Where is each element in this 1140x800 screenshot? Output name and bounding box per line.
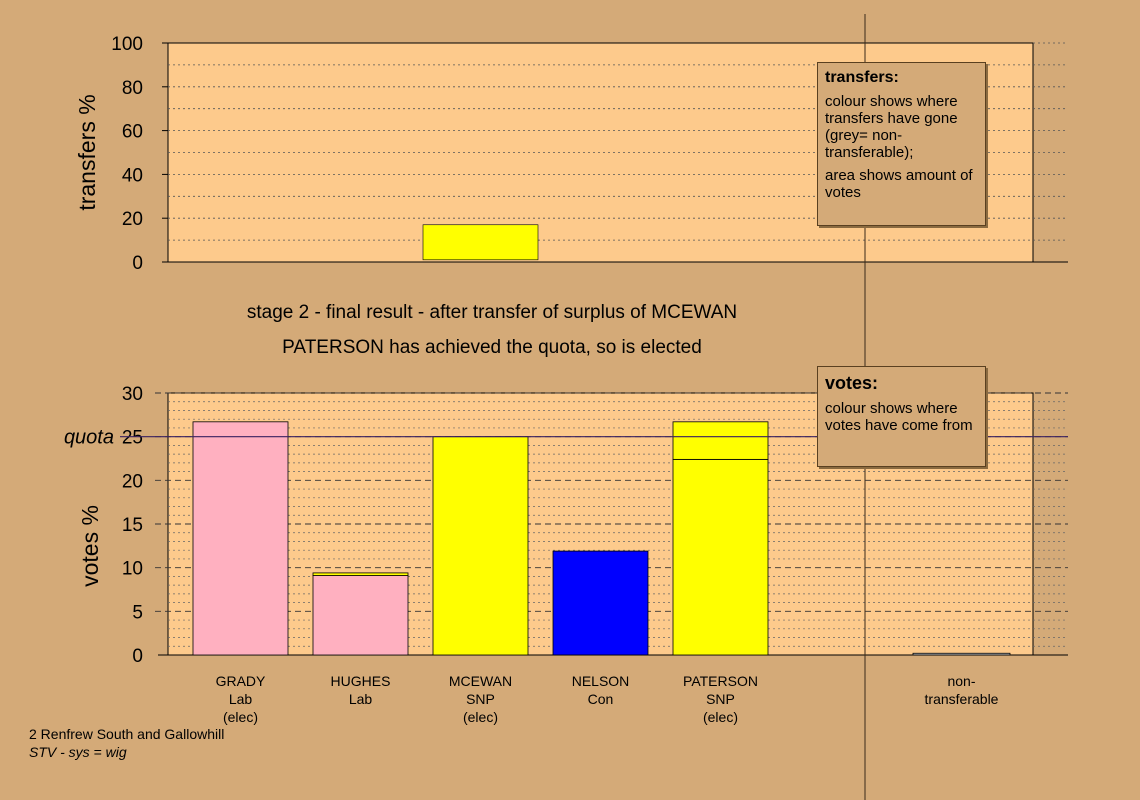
vote-bar-segment	[672, 458, 769, 656]
transfers-legend: transfers: colour shows where transfers …	[817, 62, 986, 226]
category-label: (elec)	[463, 709, 498, 725]
system-label: STV - sys = wig	[29, 744, 127, 760]
transfers-y-tick-label: 80	[122, 78, 143, 99]
transfers-y-tick-label: 0	[132, 253, 143, 274]
category-label: Lab	[229, 691, 253, 707]
category-label: MCEWAN	[449, 673, 512, 689]
votes-y-tick-label: 5	[132, 602, 143, 623]
vote-bar-segment	[192, 421, 289, 656]
stage-caption: stage 2 - final result - after transfer …	[246, 302, 738, 323]
transfers-legend-area-text: area shows amount of votes	[825, 167, 973, 201]
category-label: SNP	[706, 691, 735, 707]
category-label: (elec)	[223, 709, 258, 725]
category-label: (elec)	[703, 709, 738, 725]
votes-y-tick-label: 0	[132, 646, 143, 667]
vote-bar-segment	[912, 652, 1011, 656]
votes-legend-colour-text: colour shows where votes have come from	[825, 400, 973, 434]
transfers-y-tick-label: 40	[122, 165, 143, 186]
votes-legend: votes: colour shows where votes have com…	[817, 366, 986, 467]
transfers-y-tick-label: 60	[122, 122, 143, 143]
result-caption: PATERSON has achieved the quota, so is e…	[282, 337, 702, 358]
vote-bar-segment	[432, 436, 529, 656]
votes-y-tick-label: 20	[122, 471, 143, 492]
votes-y-tick-label: 30	[122, 384, 143, 405]
transfers-y-tick-label: 20	[122, 209, 143, 230]
quota-label: quota	[64, 427, 114, 449]
vote-bar-segment	[312, 575, 409, 656]
votes-y-tick-label: 25	[122, 428, 143, 449]
vote-bar-segment	[672, 421, 769, 460]
votes-y-axis-label: votes %	[77, 505, 103, 587]
votes-y-tick-label: 10	[122, 559, 143, 580]
category-label: PATERSON	[683, 673, 758, 689]
category-label: transferable	[925, 691, 999, 707]
votes-y-tick-label: 15	[122, 515, 143, 536]
category-label: GRADY	[216, 673, 266, 689]
category-label: NELSON	[572, 673, 630, 689]
category-label: Lab	[349, 691, 373, 707]
vote-bar-segment	[312, 572, 409, 576]
vote-bar-segment	[552, 550, 649, 656]
votes-legend-title: votes:	[825, 373, 879, 393]
transfers-legend-title: transfers:	[825, 69, 899, 86]
category-label: SNP	[466, 691, 495, 707]
category-label: HUGHES	[331, 673, 391, 689]
transfers-legend-colour-text: colour shows where transfers have gone (…	[825, 93, 958, 161]
transfer-bar-segment	[422, 224, 539, 261]
constituency-label: 2 Renfrew South and Gallowhill	[29, 726, 225, 742]
category-label: Con	[588, 691, 614, 707]
transfers-y-tick-label: 100	[111, 34, 143, 55]
transfers-y-axis-label: transfers %	[74, 94, 100, 210]
category-label: non-	[947, 673, 975, 689]
